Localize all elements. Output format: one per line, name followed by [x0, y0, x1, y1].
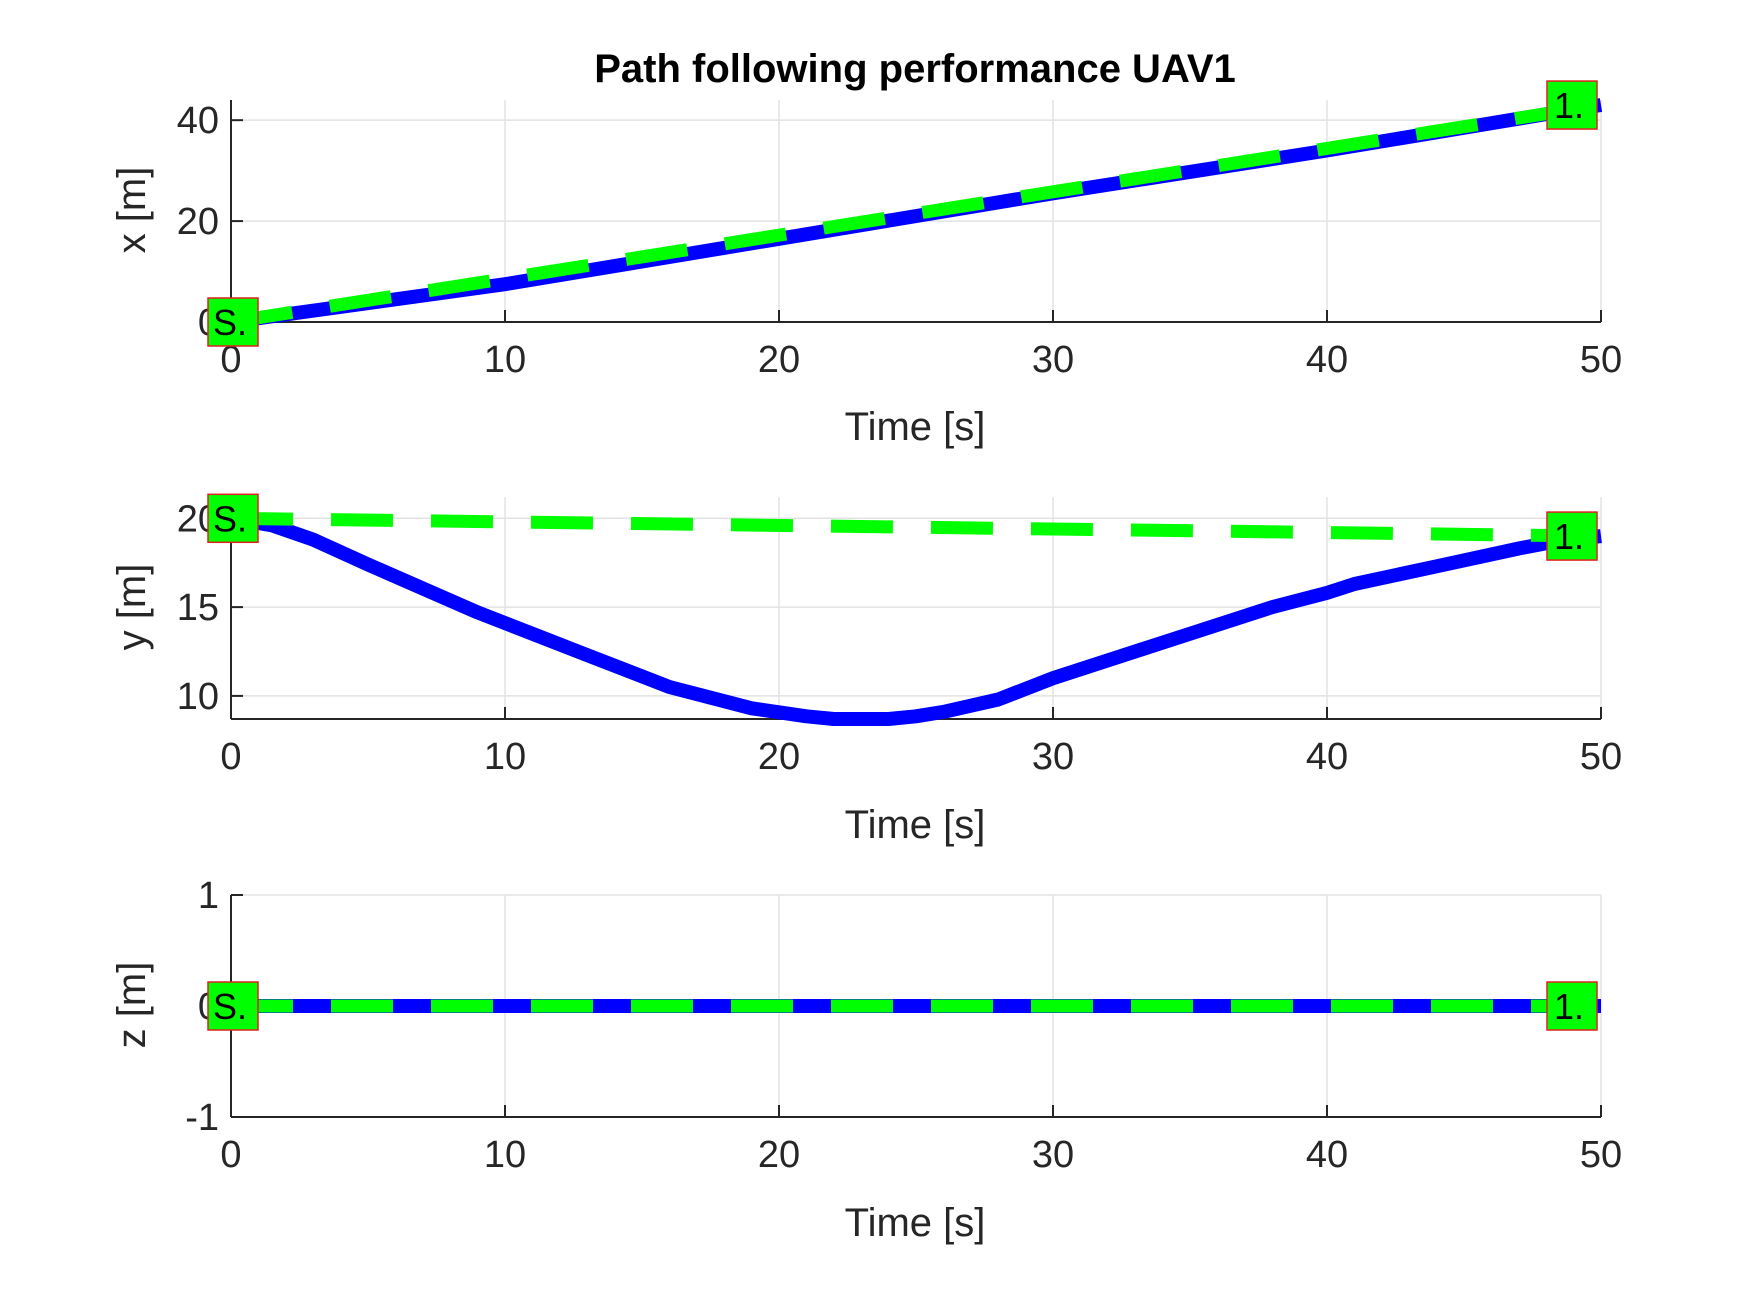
x-axis-label: Time [s] — [845, 405, 986, 449]
x-tick-label: 10 — [484, 1134, 526, 1176]
start-marker-label: S. — [213, 498, 247, 539]
x-tick-label: 30 — [1032, 1134, 1074, 1176]
x-tick-label: 20 — [758, 339, 800, 381]
y-axis-label: y [m] — [110, 564, 154, 651]
chart-title: Path following performance UAV1 — [594, 47, 1236, 91]
x-tick-label: 50 — [1580, 339, 1622, 381]
x-tick-label: 50 — [1580, 1134, 1622, 1176]
reference-path-line — [230, 511, 1602, 543]
x-tick-label: 10 — [484, 339, 526, 381]
x-tick-label: 50 — [1580, 736, 1622, 778]
end-marker-label: 1. — [1554, 986, 1584, 1027]
y-tick-label: 1 — [198, 875, 219, 917]
x-axis-label: Time [s] — [845, 1201, 986, 1245]
x-tick-label: 30 — [1032, 736, 1074, 778]
x-tick-label: 20 — [758, 736, 800, 778]
y-axis-label: x [m] — [110, 167, 154, 254]
start-marker-label: S. — [213, 302, 247, 343]
start-marker-box — [207, 493, 259, 544]
end-marker-label: 1. — [1554, 85, 1584, 126]
end-marker-box — [1546, 511, 1598, 561]
x-tick-label: 0 — [220, 1134, 241, 1176]
actual-path-line — [229, 511, 1602, 726]
y-axis-label: z [m] — [110, 962, 154, 1049]
y-tick-label: 15 — [177, 587, 219, 629]
x-axis-label: Time [s] — [845, 803, 986, 847]
end-marker-box — [1546, 981, 1598, 1031]
y-tick-label: 40 — [177, 100, 219, 142]
x-tick-label: 10 — [484, 736, 526, 778]
start-marker-box — [207, 297, 259, 347]
y-tick-label: 10 — [177, 676, 219, 718]
x-tick-label: 30 — [1032, 339, 1074, 381]
reference-path-line — [229, 98, 1603, 329]
x-tick-label: 0 — [220, 736, 241, 778]
x-tick-label: 40 — [1306, 736, 1348, 778]
start-marker-label: S. — [213, 986, 247, 1027]
subplot-x: Time [s] x [m] 0102030405002040S.1. — [110, 80, 1622, 449]
x-tick-label: 40 — [1306, 339, 1348, 381]
end-marker-box — [1546, 80, 1598, 130]
x-tick-label: 0 — [220, 339, 241, 381]
y-tick-label: 20 — [177, 201, 219, 243]
start-marker-box — [207, 981, 259, 1031]
x-tick-label: 40 — [1306, 1134, 1348, 1176]
y-tick-label: -1 — [185, 1097, 219, 1139]
x-tick-label: 20 — [758, 1134, 800, 1176]
end-marker-label: 1. — [1554, 516, 1584, 557]
